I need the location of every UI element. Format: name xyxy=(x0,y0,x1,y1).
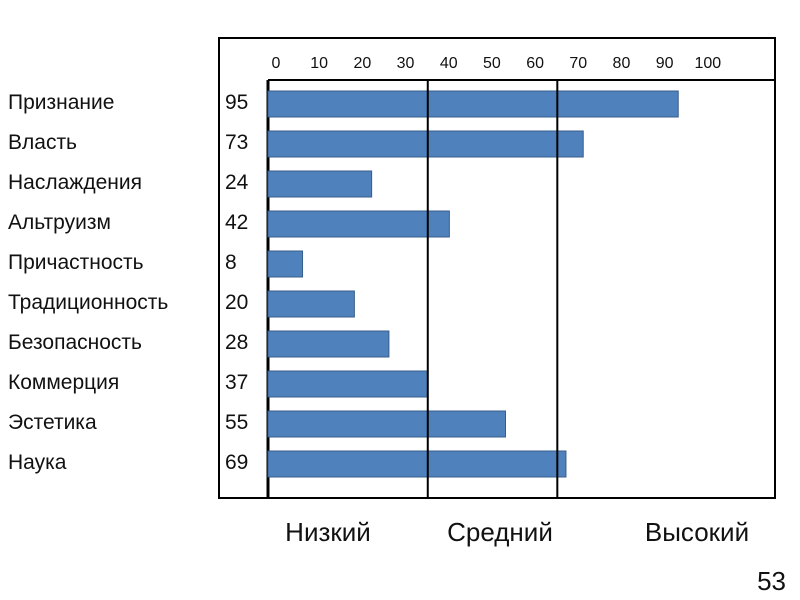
bar xyxy=(267,330,390,358)
x-tick-label: 10 xyxy=(310,55,328,72)
bar xyxy=(267,90,679,118)
chart-frame xyxy=(218,37,776,499)
bar xyxy=(267,410,506,438)
x-tick-label: 70 xyxy=(569,55,587,72)
bar xyxy=(267,290,355,318)
category-label: Безопасность xyxy=(8,331,142,354)
bar xyxy=(267,250,304,278)
value-label: 42 xyxy=(225,211,248,234)
bar xyxy=(267,210,450,238)
x-tick-label: 100 xyxy=(694,55,721,72)
value-label: 69 xyxy=(225,451,248,474)
x-tick-label: 20 xyxy=(353,55,371,72)
category-label: Наслаждения xyxy=(8,171,142,194)
category-label: Альтруизм xyxy=(8,211,111,234)
bar xyxy=(267,130,584,158)
page-number: 53 xyxy=(757,566,786,596)
x-tick-label: 60 xyxy=(526,55,544,72)
category-label: Наука xyxy=(8,451,67,474)
value-label: 73 xyxy=(225,131,248,154)
value-label: 20 xyxy=(225,291,248,314)
value-label: 55 xyxy=(225,411,248,434)
bar xyxy=(267,450,567,478)
bar xyxy=(267,370,429,398)
category-label: Признание xyxy=(8,91,114,114)
x-tick-label: 40 xyxy=(440,55,458,72)
x-tick-label: 90 xyxy=(656,55,674,72)
zone-label: Высокий xyxy=(645,517,749,547)
value-label: 8 xyxy=(225,251,237,274)
x-tick-label: 80 xyxy=(613,55,631,72)
zone-label: Низкий xyxy=(285,517,371,547)
category-label: Коммерция xyxy=(8,371,119,394)
zone-label: Средний xyxy=(447,517,553,547)
x-tick-label: 30 xyxy=(397,55,415,72)
x-tick-label: 0 xyxy=(272,55,281,72)
value-label: 37 xyxy=(225,371,248,394)
bar xyxy=(267,170,373,198)
category-label: Эстетика xyxy=(8,411,97,434)
value-label: 24 xyxy=(225,171,249,194)
category-label: Власть xyxy=(8,131,77,154)
value-label: 28 xyxy=(225,331,248,354)
x-tick-label: 50 xyxy=(483,55,501,72)
category-label: Причастность xyxy=(8,251,144,274)
category-label: Традиционность xyxy=(8,291,168,314)
value-label: 95 xyxy=(225,91,248,114)
